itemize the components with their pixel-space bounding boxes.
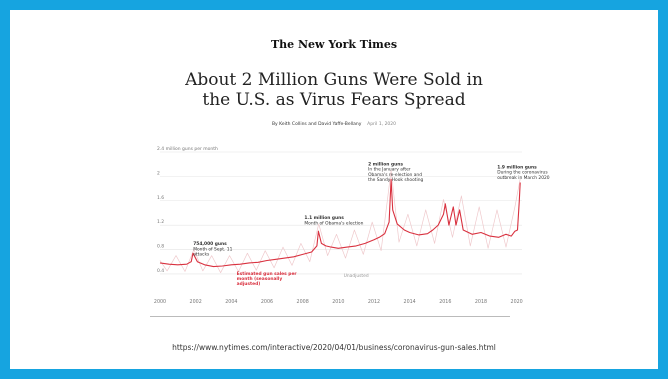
x-tick-label: 2002 [190, 299, 202, 305]
annotation: Estimated gun sales per month (seasonally… [237, 271, 298, 287]
gun-sales-chart: 0.40.81.21.622.4 million guns per month … [154, 146, 550, 305]
annotation-line: outbreak in March 2020 [497, 175, 550, 181]
annotation: Unadjusted [344, 273, 369, 279]
x-tick-label: 2014 [404, 299, 416, 305]
y-tick-label: 1.2 [157, 219, 164, 225]
x-tick-label: 2020 [511, 299, 523, 305]
annotation-line: 1.9 million guns [497, 164, 537, 170]
annotation-line: Unadjusted [344, 273, 369, 279]
slide-frame: The New York Times About 2 Million Guns … [10, 10, 658, 369]
x-tick-label: 2000 [154, 299, 166, 305]
y-tick-label: 2.4 million guns per month [157, 146, 218, 152]
headline-line-2: the U.S. as Virus Fears Spread [202, 90, 466, 110]
annotation-line: Month of Obama's election [304, 220, 363, 226]
x-tick-label: 2004 [225, 299, 237, 305]
annotation: 754,000 guns Month of Sept. 11 attacks [193, 241, 232, 257]
annotation-line: attacks [193, 252, 210, 258]
source-url[interactable]: https://www.nytimes.com/interactive/2020… [172, 343, 496, 352]
headline-line-1: About 2 Million Guns Were Sold in [185, 70, 483, 90]
y-tick-label: 0.4 [157, 268, 164, 274]
x-axis: 2000 2002 2004 2006 2008 2010 2012 2014 2016 2018… [154, 299, 523, 305]
x-tick-label: 2016 [439, 299, 451, 305]
annotation-line: 754,000 guns [193, 241, 227, 247]
annotation-line: the Sandy Hook shooting [368, 177, 423, 183]
x-tick-label: 2010 [332, 299, 344, 305]
annotation-line: 1.1 million guns [304, 215, 344, 221]
byline-authors: By Keith Collins and David Yaffe-Bellany [271, 122, 362, 127]
chart-grid [160, 151, 522, 275]
annotation: 1.9 million guns During the coronavirus ou… [497, 164, 550, 180]
headline: About 2 Million Guns Were Sold in the U.… [10, 70, 658, 110]
annotation-line: In the January after [368, 167, 411, 173]
annotation-line: Estimated gun sales per [237, 271, 298, 277]
annotation-line: month (seasonally [237, 276, 283, 282]
byline-date: April 1, 2020 [367, 122, 397, 127]
annotation-line: Obama's re-election and [368, 172, 422, 178]
divider [150, 316, 510, 317]
chart-annotations: 754,000 guns Month of Sept. 11 attacks 1.1 … [193, 161, 550, 287]
annotation: 1.1 million guns Month of Obama's electio… [304, 215, 363, 226]
y-tick-label: 2 [157, 170, 160, 176]
annotation-line: adjusted) [237, 281, 261, 287]
x-tick-label: 2012 [368, 299, 380, 305]
annotation-line: Month of Sept. 11 [193, 246, 232, 252]
annotation-line: During the coronavirus [497, 170, 548, 176]
x-tick-label: 2006 [261, 299, 273, 305]
annotation: 2 million guns In the January after Obama'… [368, 161, 423, 183]
byline: By Keith Collins and David Yaffe-Bellany… [10, 122, 658, 127]
chart-series [159, 169, 521, 274]
x-tick-label: 2018 [475, 299, 487, 305]
y-axis: 0.4 0.8 1.2 1.6 2 2.4 million guns per month [157, 146, 218, 274]
y-tick-label: 1.6 [157, 195, 164, 201]
series-line-seasonally-adjusted [159, 178, 521, 268]
x-tick-label: 2008 [297, 299, 309, 305]
masthead: The New York Times [270, 38, 398, 51]
y-tick-label: 0.8 [157, 244, 164, 250]
series-line-unadjusted [159, 169, 521, 274]
annotation-line: 2 million guns [368, 161, 403, 167]
